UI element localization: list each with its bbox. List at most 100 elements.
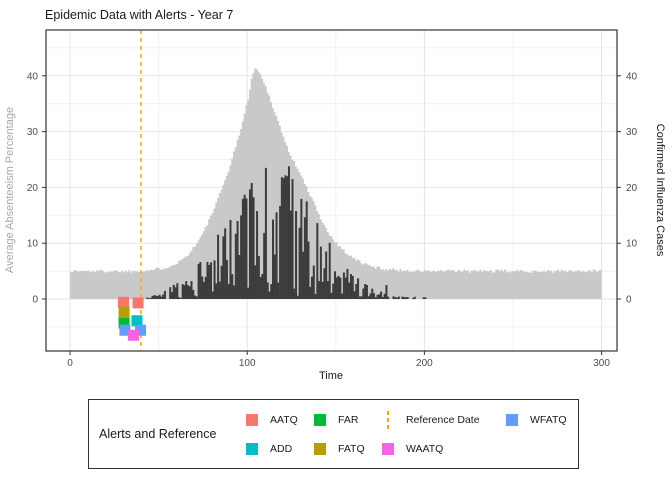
cases-bar bbox=[282, 178, 285, 299]
cases-bar bbox=[325, 251, 328, 299]
right-tick-label: 30 bbox=[626, 127, 638, 138]
cases-bar bbox=[362, 288, 365, 299]
cases-bar bbox=[291, 179, 294, 299]
cases-bar bbox=[364, 284, 367, 299]
legend: Alerts and Reference AATQ FAR Reference … bbox=[88, 399, 579, 469]
cases-bar bbox=[360, 296, 363, 299]
legend-item-wfatq: WFATQ bbox=[506, 405, 578, 434]
legend-label: WAATQ bbox=[406, 442, 444, 455]
cases-bar bbox=[300, 198, 303, 299]
cases-bar bbox=[280, 177, 283, 299]
legend-item-reference-date: Reference Date bbox=[382, 405, 506, 434]
cases-bar bbox=[236, 221, 239, 299]
cases-bar bbox=[229, 219, 232, 299]
cases-bar bbox=[227, 284, 230, 299]
cases-bar bbox=[309, 286, 312, 299]
cases-bar bbox=[252, 197, 255, 299]
cases-bar bbox=[259, 277, 262, 299]
legend-label: ADD bbox=[270, 442, 293, 455]
cases-bar bbox=[346, 268, 349, 299]
cases-bar bbox=[358, 296, 361, 299]
bottom-tick-label: 300 bbox=[593, 358, 610, 369]
cases-bar bbox=[289, 210, 292, 299]
cases-bar bbox=[158, 294, 161, 299]
cases-bar bbox=[211, 291, 214, 299]
cases-bar bbox=[183, 285, 186, 299]
legend-label: WFATQ bbox=[530, 413, 567, 426]
cases-bar bbox=[307, 241, 310, 299]
cases-bar bbox=[272, 219, 275, 299]
bottom-tick-label: 100 bbox=[239, 358, 256, 369]
cases-bar bbox=[171, 292, 174, 299]
cases-bar bbox=[179, 298, 182, 299]
cases-bar bbox=[162, 294, 165, 299]
cases-bar bbox=[312, 265, 315, 299]
cases-bar bbox=[422, 297, 425, 299]
cases-bar bbox=[172, 284, 175, 299]
alert-marker-wfatq bbox=[119, 324, 131, 336]
cases-bar bbox=[302, 251, 305, 299]
cases-bar bbox=[155, 295, 158, 299]
cases-bar bbox=[295, 211, 298, 299]
cases-bar bbox=[344, 277, 347, 299]
alert-marker-aatq bbox=[132, 297, 144, 309]
alert-marker-aatq bbox=[118, 296, 130, 308]
cases-bar bbox=[337, 275, 340, 299]
legend-item-add: ADD bbox=[246, 434, 314, 463]
cases-bar bbox=[209, 262, 213, 299]
alert-marker-fatq bbox=[118, 306, 130, 318]
cases-bar bbox=[146, 297, 149, 299]
cases-bar bbox=[241, 198, 244, 299]
cases-bar bbox=[149, 297, 152, 299]
cases-bar bbox=[151, 296, 154, 299]
cases-bar bbox=[318, 281, 321, 299]
legend-item-fatq: FATQ bbox=[314, 434, 382, 463]
cases-bar bbox=[380, 291, 383, 299]
cases-bar bbox=[404, 297, 407, 299]
cases-bar bbox=[204, 276, 207, 299]
cases-bar bbox=[163, 290, 166, 299]
cases-bar bbox=[156, 295, 159, 299]
panel-border-rect bbox=[45, 29, 618, 352]
cases-bar bbox=[197, 263, 200, 299]
legend-grid: AATQ FAR Reference Date WFATQ ADD FATQ bbox=[246, 405, 578, 463]
cases-bar bbox=[369, 293, 372, 299]
cases-bar bbox=[176, 283, 179, 299]
data-series bbox=[70, 68, 602, 299]
cases-bar bbox=[174, 287, 177, 299]
cases-bar bbox=[348, 282, 351, 299]
cases-bar bbox=[188, 286, 191, 299]
cases-bar bbox=[194, 295, 197, 299]
cases-bar bbox=[385, 285, 388, 299]
cases-bar bbox=[326, 281, 329, 299]
cases-bar bbox=[394, 297, 397, 299]
legend-item-aatq: AATQ bbox=[246, 405, 314, 434]
cases-bar bbox=[234, 233, 237, 299]
right-tick-label: 40 bbox=[626, 71, 638, 82]
cases-bar bbox=[213, 260, 216, 299]
cases-bar bbox=[247, 287, 250, 299]
cases-bar bbox=[220, 265, 223, 299]
cases-bar bbox=[355, 284, 358, 299]
panel-border bbox=[45, 29, 618, 352]
cases-bar bbox=[303, 217, 306, 299]
cases-bar bbox=[413, 296, 416, 299]
cases-bar bbox=[192, 289, 195, 299]
cases-bar bbox=[330, 292, 333, 299]
cases-bar bbox=[222, 236, 225, 299]
cases-bar bbox=[178, 297, 181, 299]
left-tick-label: 10 bbox=[27, 239, 39, 250]
alert-marker-waatq bbox=[127, 329, 139, 341]
right-tick-label: 10 bbox=[626, 239, 638, 250]
chart-plot-area: Epidemic Data with Alerts - Year 7 0 10 20… bbox=[4, 8, 666, 382]
add-swatch-icon bbox=[246, 442, 258, 455]
legend-item-far: FAR bbox=[314, 405, 382, 434]
cases-bar bbox=[202, 281, 205, 299]
cases-bar bbox=[268, 291, 271, 299]
cases-bar bbox=[264, 167, 267, 299]
cases-bar bbox=[321, 282, 324, 299]
cases-bar bbox=[381, 296, 384, 299]
cases-bar bbox=[334, 271, 337, 299]
cases-bar bbox=[277, 282, 280, 299]
cases-bar bbox=[293, 288, 296, 299]
